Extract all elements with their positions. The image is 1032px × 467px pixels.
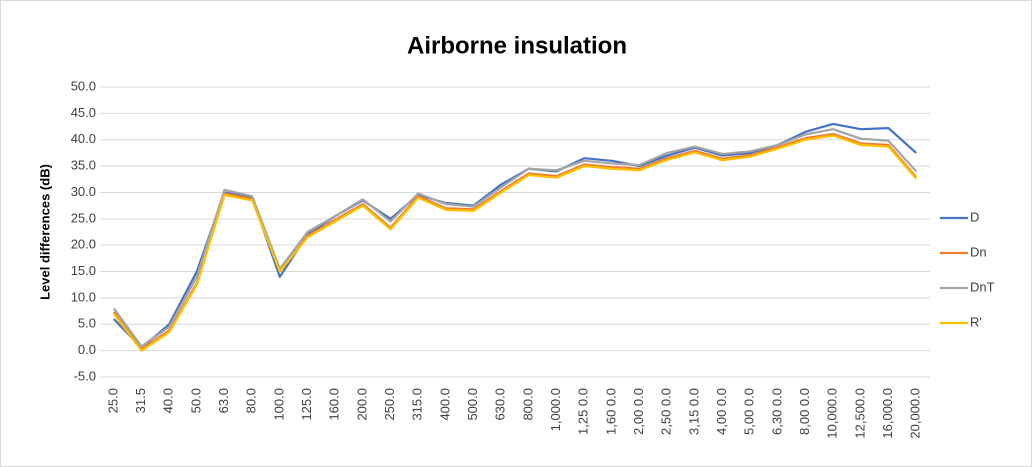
x-tick-label: 12,500.0	[852, 388, 867, 439]
x-tick-label: 800.0	[520, 388, 535, 421]
x-tick-label: 2,00 0.0	[631, 388, 646, 435]
x-tick-label: 1,000.0	[548, 388, 563, 431]
y-tick-label: 30.0	[71, 184, 96, 199]
x-tick-label: 50.0	[188, 388, 203, 413]
x-tick-label: 500.0	[465, 388, 480, 421]
x-tick-label: 2,50 0.0	[659, 388, 674, 435]
x-tick-label: 125.0	[299, 388, 314, 421]
x-tick-label: 25.0	[105, 388, 120, 413]
x-tick-label: 6,30 0.0	[769, 388, 784, 435]
x-tick-label: 400.0	[437, 388, 452, 421]
x-tick-label: 40.0	[161, 388, 176, 413]
y-tick-label: 40.0	[71, 131, 96, 146]
x-tick-label: 5,00 0.0	[742, 388, 757, 435]
x-tick-label: 1,25 0.0	[576, 388, 591, 435]
y-tick-label: 20.0	[71, 237, 96, 252]
y-tick-label: -5.0	[74, 368, 96, 383]
x-tick-label: 63.0	[216, 388, 231, 413]
x-tick-label: 315.0	[410, 388, 425, 421]
x-tick-label: 250.0	[382, 388, 397, 421]
y-tick-label: 15.0	[71, 263, 96, 278]
x-tick-label: 16,000.0	[880, 388, 895, 439]
x-tick-label: 1,60 0.0	[603, 388, 618, 435]
x-tick-label: 20,000.0	[908, 388, 923, 439]
x-tick-label: 80.0	[244, 388, 259, 413]
x-tick-label: 4,00 0.0	[714, 388, 729, 435]
y-tick-label: 35.0	[71, 158, 96, 173]
y-tick-label: 5.0	[78, 316, 96, 331]
series-line	[112, 132, 918, 351]
legend-label: D	[970, 209, 979, 224]
legend-label: DnT	[970, 279, 995, 294]
x-tick-label: 630.0	[493, 388, 508, 421]
y-tick-label: 10.0	[71, 289, 96, 304]
x-tick-label: 100.0	[271, 388, 286, 421]
y-tick-label: 50.0	[71, 78, 96, 93]
x-tick-label: 200.0	[354, 388, 369, 421]
series-line	[112, 134, 918, 352]
x-tick-label: 8,00 0.0	[797, 388, 812, 435]
x-tick-label: 160.0	[327, 388, 342, 421]
y-tick-label: 45.0	[71, 105, 96, 120]
y-tick-label: 0.0	[78, 342, 96, 357]
y-tick-label: 25.0	[71, 210, 96, 225]
x-tick-label: 10,000.0	[825, 388, 840, 439]
x-tick-label: 31.5	[133, 388, 148, 413]
y-axis-label: Level differences (dB)	[37, 164, 52, 300]
legend-label: Dn	[970, 244, 987, 259]
series-line	[112, 128, 917, 348]
chart-title: Airborne insulation	[407, 32, 627, 59]
legend-label: R'	[970, 314, 982, 329]
x-tick-label: 3,15 0.0	[686, 388, 701, 435]
